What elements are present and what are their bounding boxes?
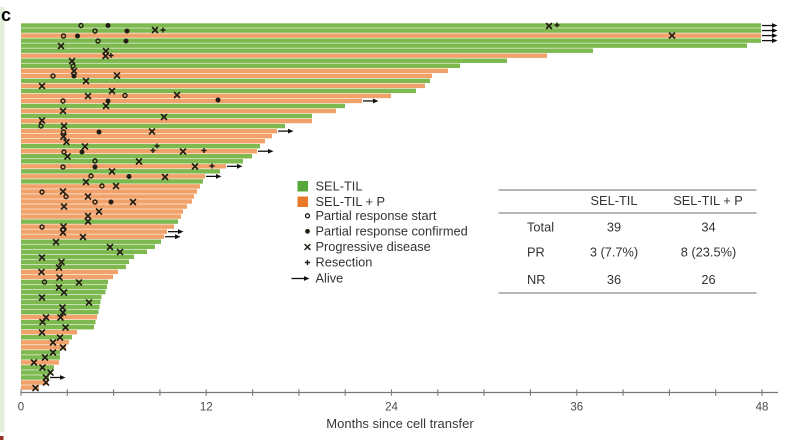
- svg-text:3 (7.7%): 3 (7.7%): [590, 244, 638, 259]
- svg-text:8 (23.5%): 8 (23.5%): [681, 244, 736, 259]
- svg-text:26: 26: [701, 272, 715, 287]
- svg-text:NR: NR: [527, 272, 545, 287]
- svg-text:SEL-TIL + P: SEL-TIL + P: [673, 193, 743, 208]
- svg-text:0: 0: [18, 402, 24, 414]
- svg-text:PR: PR: [527, 244, 545, 259]
- svg-text:36: 36: [607, 272, 621, 287]
- svg-text:12: 12: [200, 402, 213, 414]
- svg-text:SEL-TIL + P: SEL-TIL + P: [316, 194, 386, 209]
- svg-text:Progressive disease: Progressive disease: [316, 239, 431, 254]
- svg-text:c: c: [1, 5, 11, 25]
- svg-text:SEL-TIL: SEL-TIL: [316, 179, 363, 194]
- svg-text:Months since cell transfer: Months since cell transfer: [326, 416, 474, 431]
- svg-text:Total: Total: [527, 219, 554, 234]
- svg-text:24: 24: [385, 402, 398, 414]
- svg-text:Alive: Alive: [316, 270, 344, 285]
- svg-text:36: 36: [570, 402, 583, 414]
- svg-text:39: 39: [607, 219, 621, 234]
- svg-text:SEL-TIL: SEL-TIL: [591, 193, 638, 208]
- svg-text:Resection: Resection: [316, 255, 373, 270]
- svg-text:48: 48: [756, 402, 769, 414]
- svg-text:Partial response confirmed: Partial response confirmed: [316, 223, 468, 238]
- svg-text:Partial response start: Partial response start: [316, 208, 437, 223]
- svg-text:34: 34: [701, 219, 715, 234]
